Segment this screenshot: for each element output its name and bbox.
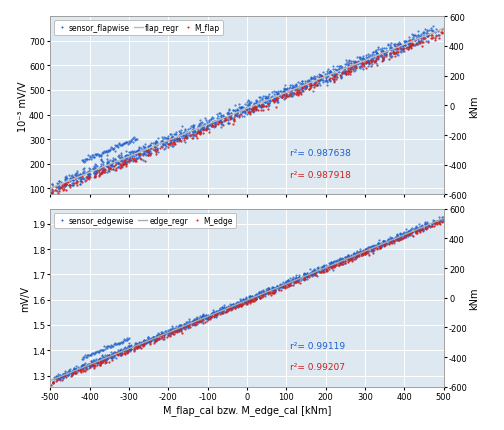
Text: r²= 0.987638: r²= 0.987638 bbox=[290, 149, 351, 158]
Y-axis label: kNm: kNm bbox=[469, 95, 479, 117]
Text: r²= 0.99207: r²= 0.99207 bbox=[290, 362, 345, 371]
Legend: sensor_edgewise, edge_regr, M_edge: sensor_edgewise, edge_regr, M_edge bbox=[54, 213, 236, 228]
Y-axis label: 10⁻³ mV/V: 10⁻³ mV/V bbox=[18, 81, 28, 131]
Legend: sensor_flapwise, flap_regr, M_flap: sensor_flapwise, flap_regr, M_flap bbox=[54, 21, 223, 36]
Text: r²= 0.987918: r²= 0.987918 bbox=[290, 170, 351, 179]
Y-axis label: kNm: kNm bbox=[469, 287, 479, 309]
Text: r²= 0.99119: r²= 0.99119 bbox=[290, 341, 345, 350]
Y-axis label: mV/V: mV/V bbox=[20, 285, 30, 311]
X-axis label: M_flap_cal bzw. M_edge_cal [kNm]: M_flap_cal bzw. M_edge_cal [kNm] bbox=[163, 404, 331, 415]
